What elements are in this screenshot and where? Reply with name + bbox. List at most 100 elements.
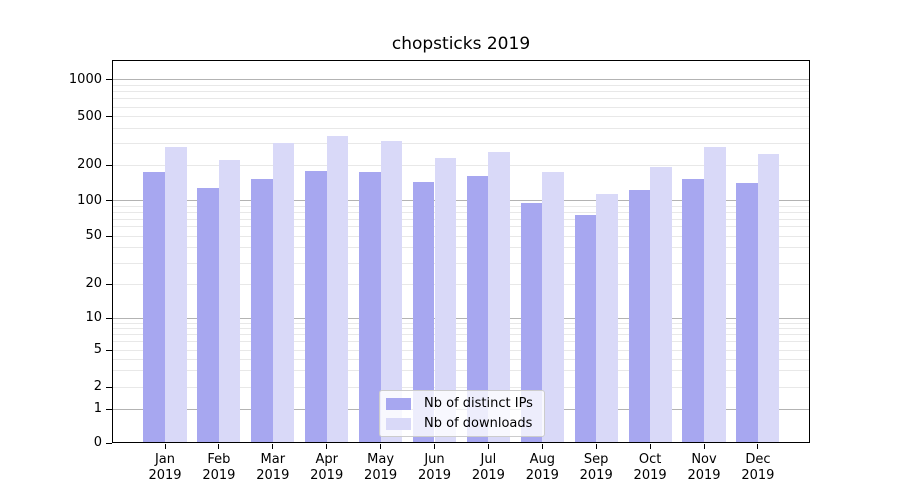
x-tickmark: [272, 444, 274, 450]
bar-downloads-dec: [757, 154, 780, 444]
y-tick-label: 50: [85, 228, 102, 244]
bar-downloads-jul: [488, 151, 510, 444]
bar-distinct-ips-apr: [305, 170, 327, 444]
bar-downloads-nov: [704, 147, 726, 444]
x-tick-label: Jun 2019: [417, 452, 452, 484]
y-tickmark: [106, 283, 112, 285]
x-tick-label: Sep 2019: [579, 452, 613, 484]
bar-downloads-feb: [218, 159, 241, 444]
x-tick-label: Mar 2019: [256, 452, 290, 484]
y-tick-label: 200: [77, 157, 102, 173]
y-gridline-minor: [112, 116, 810, 118]
x-tick-label: Jan 2019: [148, 452, 182, 484]
bar-distinct-ips-mar: [251, 179, 273, 444]
legend-swatch-distinct-ips: [386, 397, 411, 410]
bar-distinct-ips-dec: [736, 182, 758, 444]
bar-distinct-ips-jul: [466, 176, 489, 444]
bar-downloads-mar: [272, 143, 295, 444]
y-tick-label: 20: [85, 276, 102, 292]
x-tickmark: [326, 444, 328, 450]
y-gridline-minor: [112, 262, 810, 264]
bar-downloads-may: [380, 140, 403, 444]
legend-swatch-downloads: [386, 417, 411, 430]
y-gridline-minor: [112, 205, 810, 207]
x-tickmark: [164, 444, 166, 450]
x-tick-label: Dec 2019: [741, 452, 775, 484]
x-tick-label: May 2019: [364, 452, 398, 484]
y-tickmark: [106, 386, 112, 388]
y-tickmark: [106, 116, 112, 118]
y-gridline-minor: [112, 106, 810, 108]
x-tickmark: [380, 444, 382, 450]
legend: Nb of distinct IPs Nb of downloads: [379, 390, 545, 437]
y-gridline-minor: [112, 370, 810, 372]
y-gridline-minor: [112, 128, 810, 129]
y-gridline-minor: [112, 164, 810, 166]
bar-downloads-jun: [434, 157, 457, 444]
bar-distinct-ips-nov: [682, 178, 704, 444]
bar-downloads-sep: [596, 194, 618, 444]
y-tick-label: 100: [77, 192, 102, 208]
y-gridline-minor: [112, 143, 810, 145]
bar-distinct-ips-jun: [412, 181, 435, 444]
y-tickmark: [106, 164, 112, 166]
x-tickmark: [487, 444, 489, 450]
x-tick-label: Aug 2019: [525, 452, 559, 484]
x-tick-label: Oct 2019: [633, 452, 667, 484]
bar-distinct-ips-oct: [628, 190, 651, 444]
x-tickmark: [218, 444, 220, 450]
y-gridline-minor: [112, 334, 810, 336]
y-tick-label: 2: [93, 379, 102, 394]
bar-downloads-aug: [542, 172, 564, 444]
legend-item-distinct-ips: Nb of distinct IPs: [386, 397, 544, 410]
bar-downloads-apr: [326, 136, 349, 444]
y-gridline-minor: [112, 283, 810, 285]
y-gridline-minor: [112, 98, 810, 100]
y-gridline-minor: [112, 328, 810, 329]
x-tickmark: [703, 444, 705, 450]
x-tick-label: Apr 2019: [310, 452, 344, 484]
y-tick-label: 500: [77, 108, 102, 124]
bar-distinct-ips-sep: [574, 214, 597, 444]
y-gridline-minor: [112, 349, 810, 351]
x-tickmark: [757, 444, 759, 450]
x-tick-label: Jul 2019: [471, 452, 505, 484]
y-tick-label: 5: [93, 342, 102, 357]
bar-distinct-ips-aug: [520, 203, 543, 444]
y-tickmark: [106, 317, 112, 319]
x-tickmark: [541, 444, 543, 450]
legend-item-downloads: Nb of downloads: [386, 417, 544, 430]
x-tick-label: Feb 2019: [202, 452, 236, 484]
x-tickmark: [649, 444, 651, 450]
y-gridline-minor: [112, 322, 810, 324]
x-tickmark: [434, 444, 435, 450]
y-gridline-minor: [112, 218, 810, 220]
x-tickmark: [595, 444, 597, 450]
y-tickmark: [106, 408, 112, 410]
bar-distinct-ips-feb: [197, 188, 219, 444]
y-gridline-minor: [112, 341, 810, 343]
bar-downloads-oct: [650, 166, 672, 444]
y-tickmark: [106, 442, 112, 444]
chart-title: chopsticks 2019: [391, 34, 531, 54]
y-tickmark: [106, 200, 112, 202]
y-tickmark: [106, 79, 112, 81]
y-tickmark: [106, 235, 112, 237]
y-tick-label: 1: [93, 401, 102, 416]
y-gridline-minor: [112, 386, 810, 388]
y-tickmark: [106, 349, 112, 351]
y-tick-label: 10: [85, 310, 102, 326]
y-gridline-minor: [112, 235, 810, 237]
y-gridline-minor: [112, 226, 810, 228]
y-gridline-minor: [112, 211, 810, 213]
bar-distinct-ips-may: [359, 172, 381, 444]
bar-downloads-jan: [165, 146, 187, 444]
y-tick-label: 0: [93, 435, 102, 451]
y-gridline-minor: [112, 358, 810, 360]
y-gridline-minor: [112, 85, 810, 87]
legend-label-downloads: Nb of downloads: [424, 416, 533, 431]
legend-label-distinct-ips: Nb of distinct IPs: [424, 396, 533, 411]
y-gridline-minor: [112, 91, 810, 93]
bar-distinct-ips-jan: [143, 171, 165, 444]
